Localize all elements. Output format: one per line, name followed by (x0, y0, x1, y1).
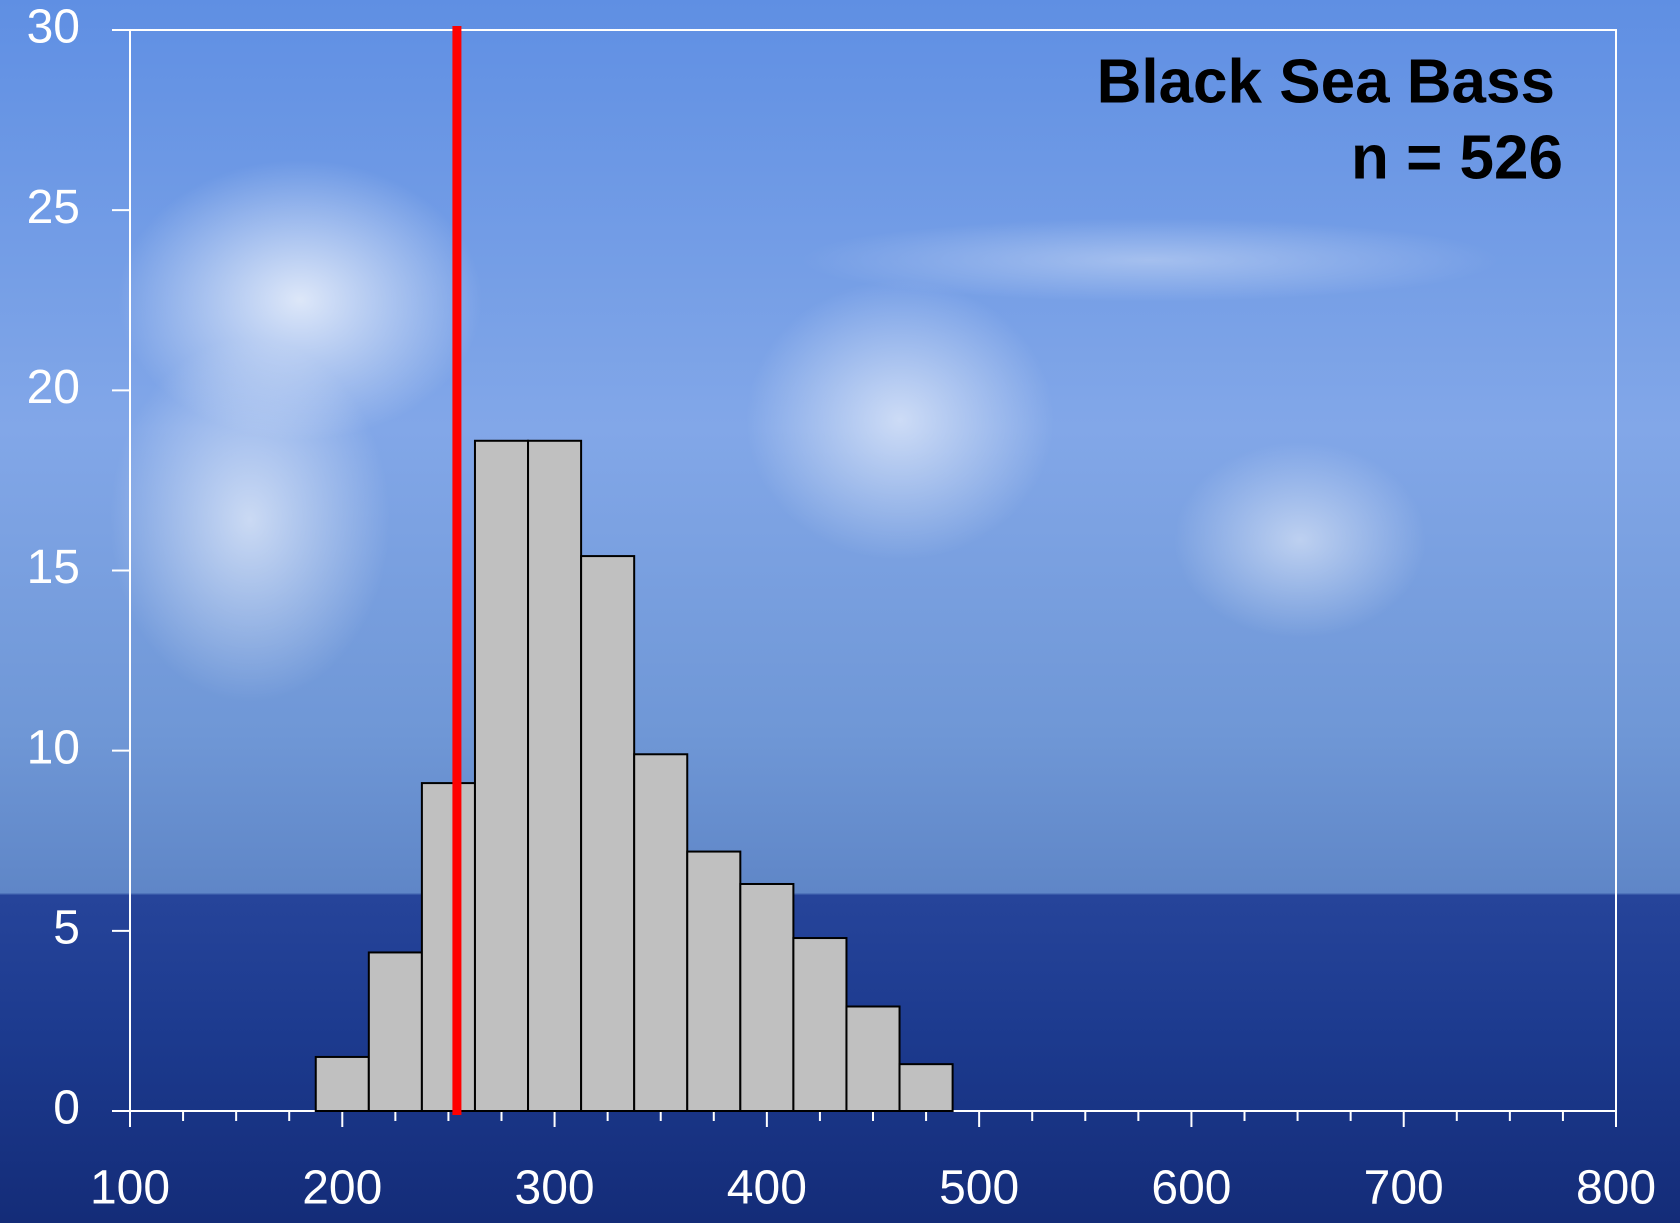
bar (314, 1055, 370, 1112)
bar (473, 439, 530, 1112)
y-tick-label: 5 (53, 902, 80, 955)
bar (898, 1063, 954, 1112)
bar (527, 439, 583, 1112)
bar (845, 1005, 901, 1113)
x-tick-label: 600 (1151, 1162, 1231, 1215)
bar (367, 951, 423, 1112)
x-tick-label: 300 (515, 1162, 595, 1215)
x-tick-label: 700 (1364, 1162, 1444, 1215)
bar (580, 555, 636, 1112)
bar (633, 753, 689, 1113)
x-tick-label: 800 (1576, 1162, 1656, 1215)
bar (739, 882, 795, 1112)
x-tick-label: 500 (939, 1162, 1019, 1215)
y-tick-label: 20 (27, 361, 80, 414)
bar (420, 782, 476, 1112)
y-tick-label: 0 (53, 1082, 80, 1135)
x-tick-label: 400 (727, 1162, 807, 1215)
x-tick-label: 200 (302, 1162, 382, 1215)
bar (686, 850, 742, 1112)
y-tick-label: 30 (27, 1, 80, 54)
x-tick-label: 100 (90, 1162, 170, 1215)
bar (792, 937, 848, 1112)
y-tick-label: 10 (27, 721, 80, 774)
y-tick-label: 25 (27, 181, 80, 234)
y-tick-label: 15 (27, 541, 80, 594)
annotation: n = 526 (1351, 123, 1563, 192)
annotation: Black Sea Bass (1097, 47, 1555, 116)
